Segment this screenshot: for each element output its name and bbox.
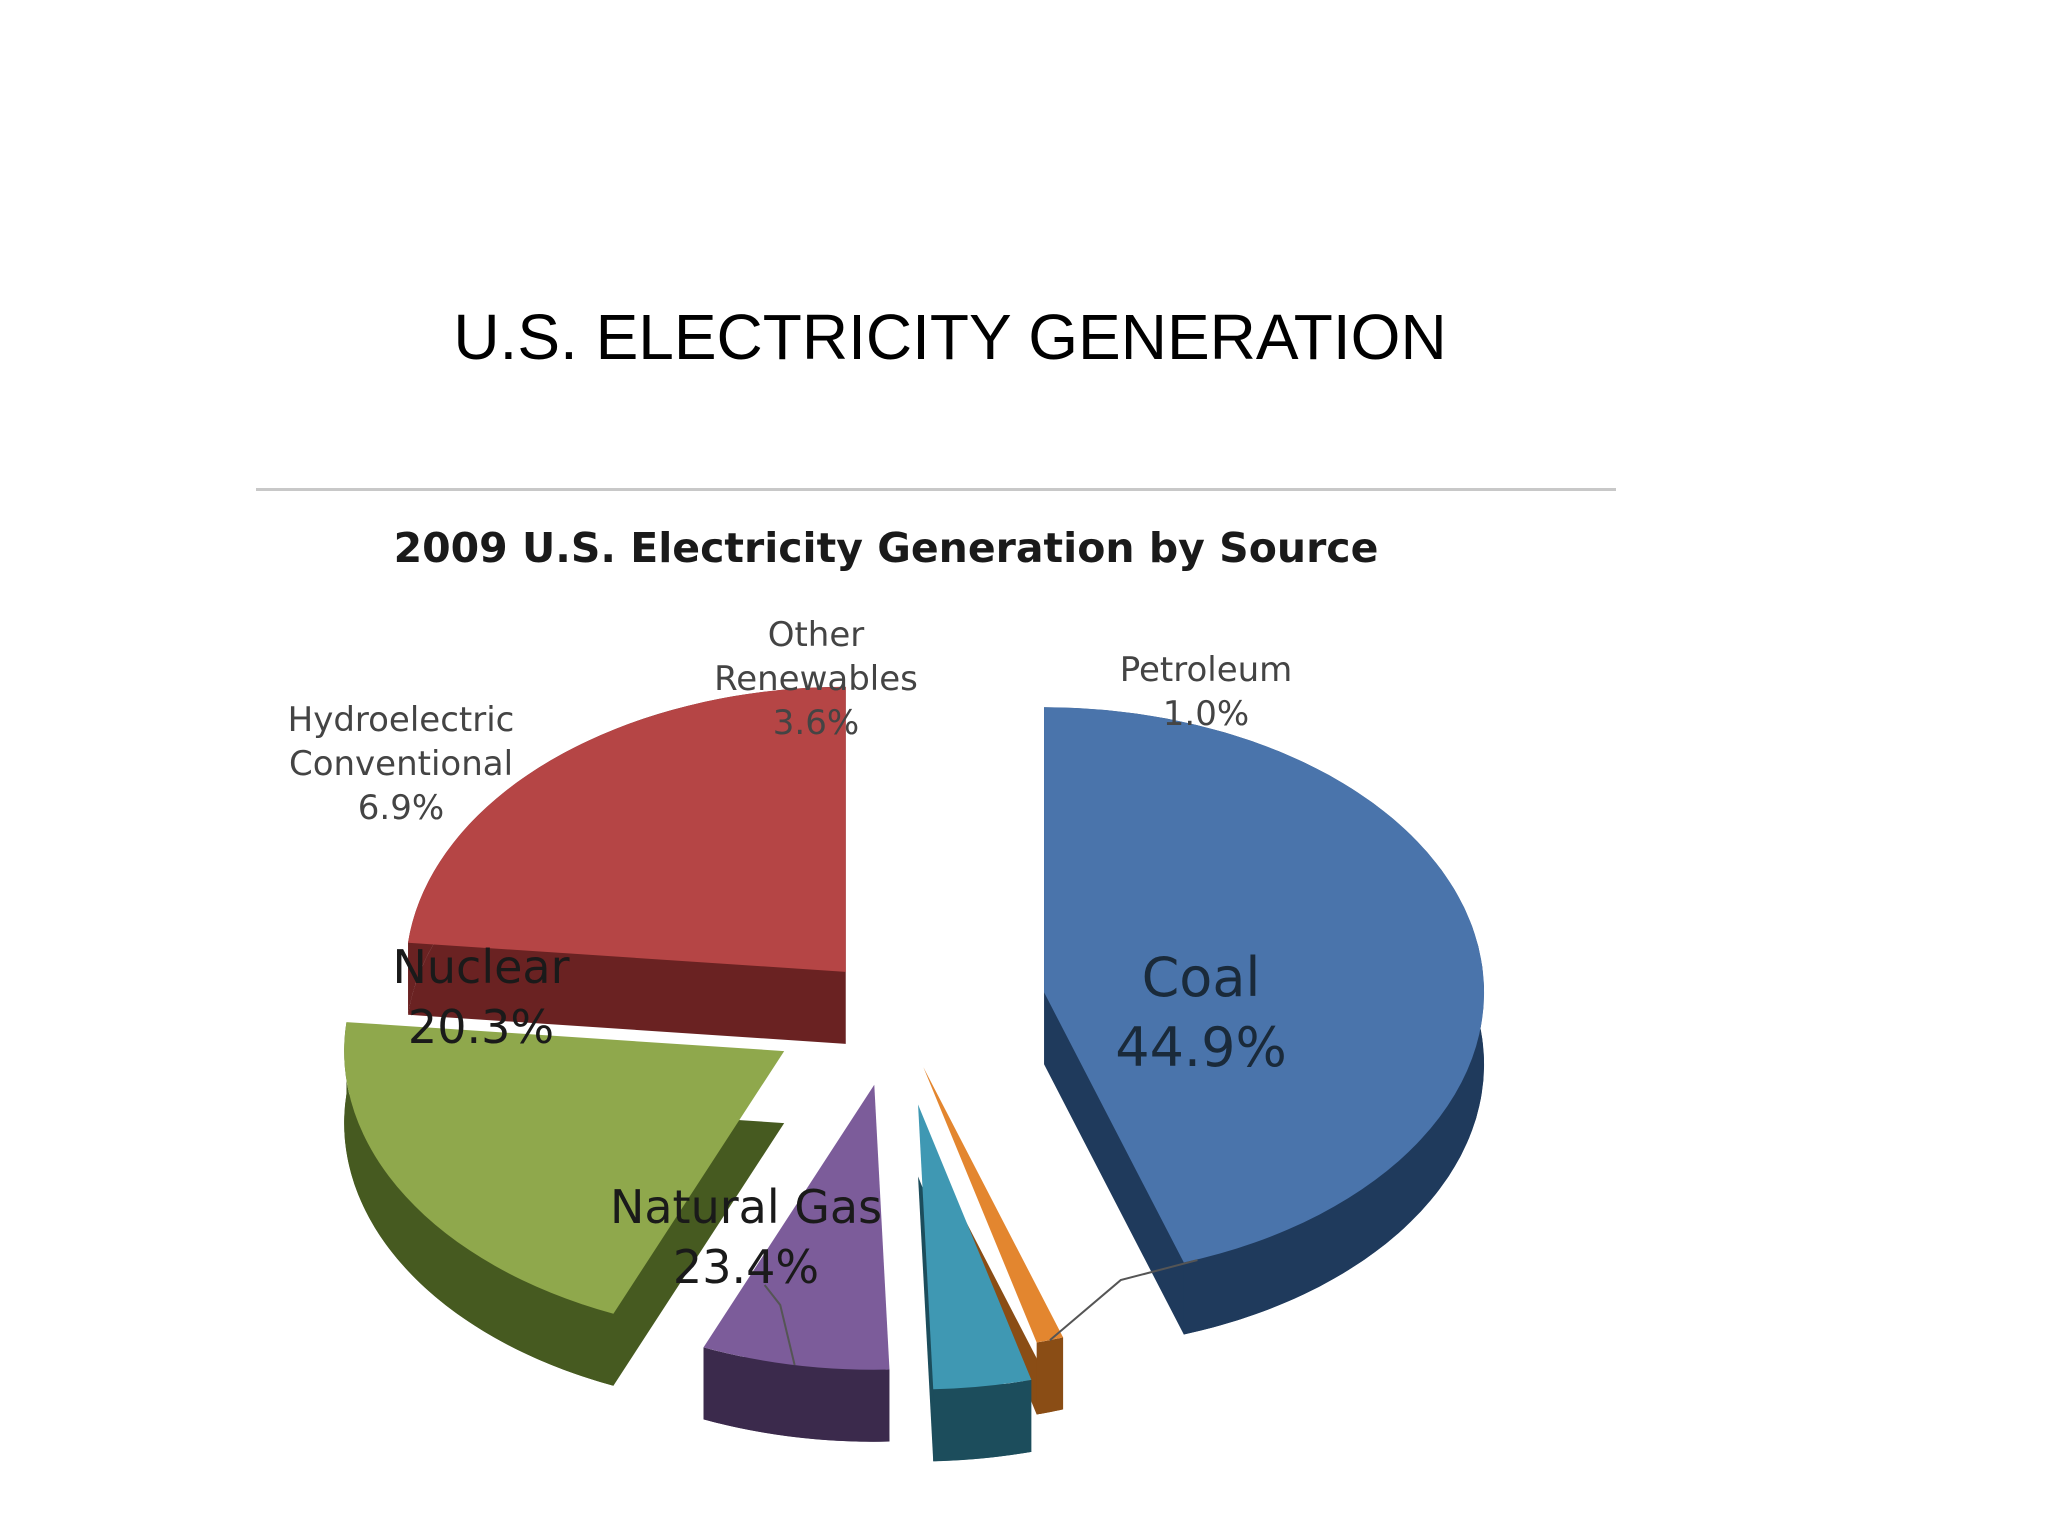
label-petroleum-value: 1.0% [1162,694,1250,735]
label-petroleum-name: Petroleum [1119,650,1293,690]
pie-slice-petroleum [923,1067,1064,1343]
label-nuclear-name: Nuclear [392,940,570,994]
label-natural-gas: Natural Gas 23.4% [586,1178,906,1298]
pie-slice-wall-nuclear [344,1022,614,1386]
label-natural-gas-name: Natural Gas [609,1180,883,1234]
label-other-renewables: Other Renewables 3.6% [676,613,956,746]
chart-divider [256,488,1616,491]
label-other-renewables-name-2: Renewables [714,659,918,700]
pie-slice-wall-other-renewables [933,1379,1032,1462]
chart-frame: 2009 U.S. Electricity Generation by Sour… [256,488,1616,1535]
pie-slice-wall-petroleum [1036,1337,1064,1415]
pie-slice-nuclear [344,1022,785,1314]
leader-line-hydroelectric [763,1284,796,1366]
pie-slice-other-renewables [918,1104,1032,1390]
label-petroleum: Petroleum 1.0% [1086,648,1326,736]
pie-slice-natural-gas [408,686,846,972]
label-coal: Coal 44.9% [1066,943,1336,1083]
chart-title: 2009 U.S. Electricity Generation by Sour… [393,524,1379,572]
label-nuclear: Nuclear 20.3% [366,938,596,1058]
label-coal-name: Coal [1141,946,1261,1009]
pie-slice-coal [1044,707,1485,1263]
label-nuclear-value: 20.3% [407,999,555,1054]
label-hydroelectric-name-2: Conventional [288,744,514,785]
label-hydroelectric-name-1: Hydroelectric [287,700,515,740]
label-other-renewables-value: 3.6% [772,703,860,744]
pie-chart [344,686,1485,1462]
pie-slice-wall-hydroelectric [703,1347,890,1442]
label-hydroelectric: Hydroelectric Conventional 6.9% [256,698,546,831]
slide-title: U.S. ELECTRICITY GENERATION [453,301,1447,373]
leader-line-petroleum [1049,1259,1198,1341]
label-natural-gas-value: 23.4% [672,1239,820,1294]
label-coal-value: 44.9% [1115,1016,1287,1080]
pie-slice-hydroelectric [703,1084,890,1370]
label-other-renewables-name-1: Other [767,615,865,655]
label-hydroelectric-value: 6.9% [357,788,445,829]
